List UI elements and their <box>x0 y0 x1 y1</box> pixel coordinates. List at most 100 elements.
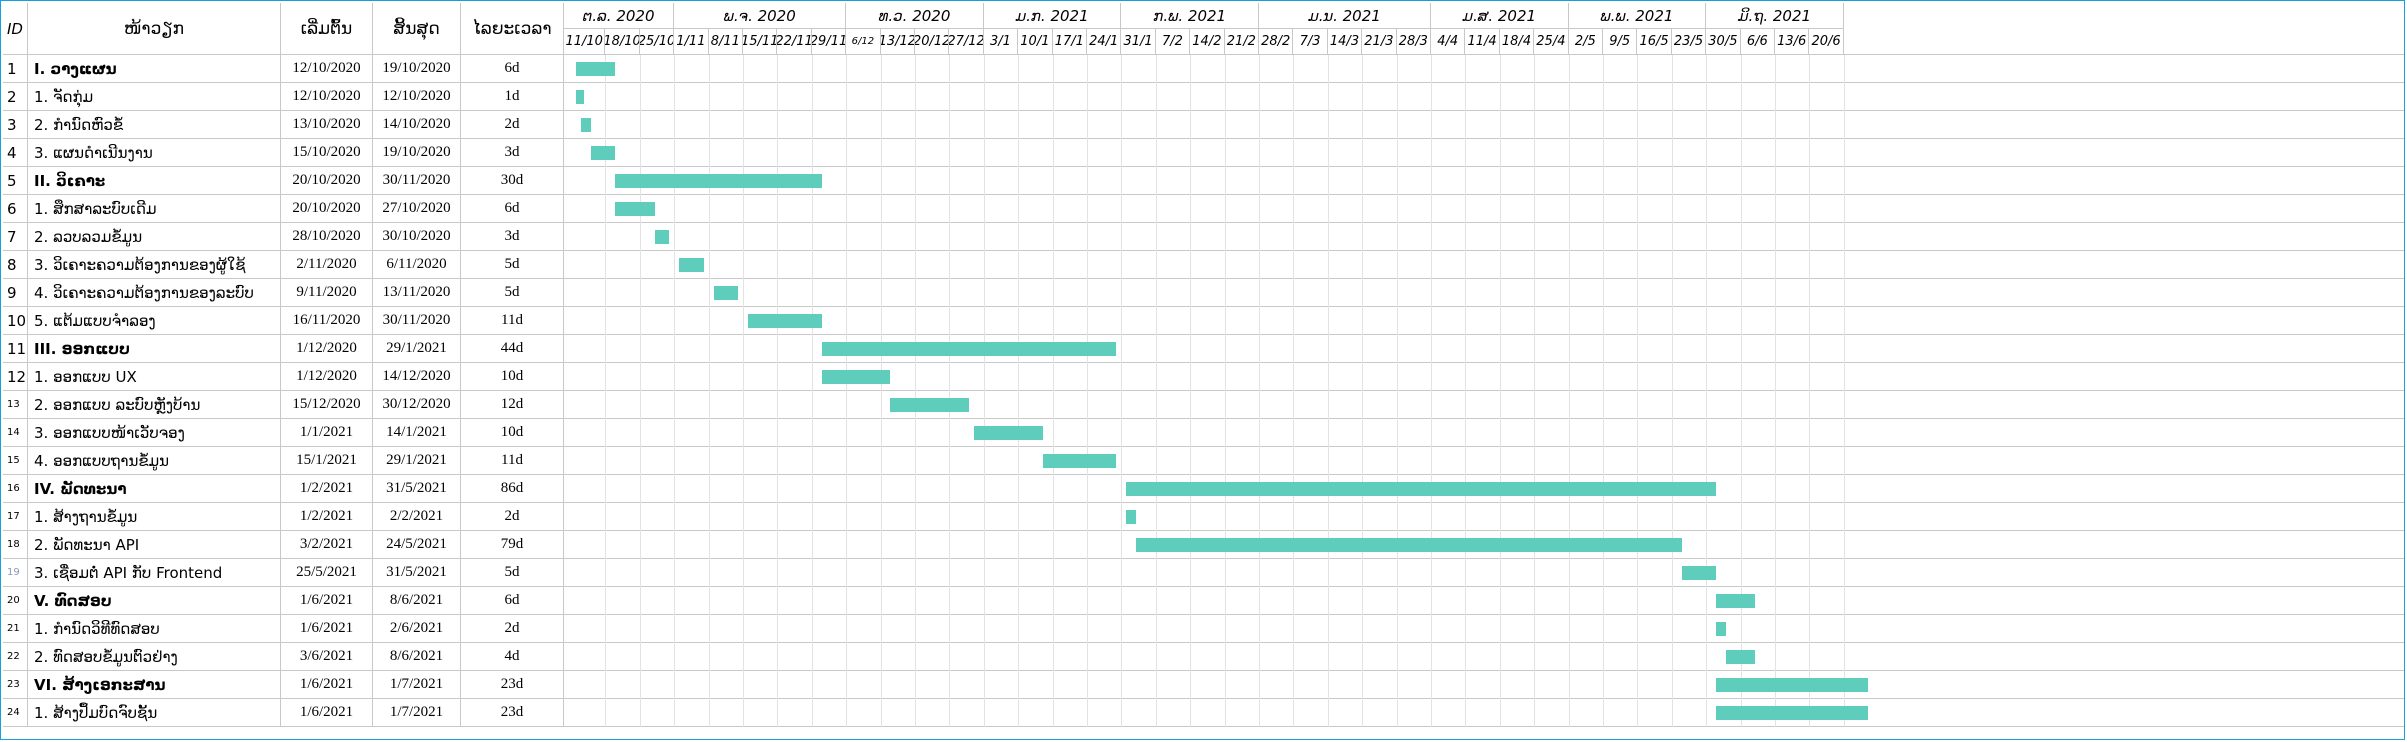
task-duration[interactable]: 23d <box>461 699 564 727</box>
task-duration[interactable]: 3d <box>461 139 564 167</box>
task-bar[interactable] <box>821 342 1117 356</box>
task-duration[interactable]: 30d <box>461 167 564 195</box>
task-duration[interactable]: 86d <box>461 475 564 503</box>
task-end-date[interactable]: 12/10/2020 <box>373 83 461 111</box>
task-end-date[interactable]: 1/7/2021 <box>373 671 461 699</box>
task-bar[interactable] <box>1716 678 1869 692</box>
task-end-date[interactable]: 6/11/2020 <box>373 251 461 279</box>
task-bar[interactable] <box>580 118 591 132</box>
task-end-date[interactable]: 19/10/2020 <box>373 55 461 83</box>
task-name[interactable]: 1. ສ້າງຖານຂໍ້ມູນ <box>28 503 281 531</box>
task-duration[interactable]: 5d <box>461 559 564 587</box>
task-bar[interactable] <box>1126 510 1137 524</box>
task-bar[interactable] <box>1716 594 1756 608</box>
column-header-task[interactable]: ໜ້າວຽກ <box>28 3 281 55</box>
task-name[interactable]: 2. ລວບລວມຂໍ້ມູນ <box>28 223 281 251</box>
task-name[interactable]: 3. ວິເຄາະຄວາມຕ້ອງການຂອງຜູ້ໃຊ້ <box>28 251 281 279</box>
task-start-date[interactable]: 25/5/2021 <box>281 559 373 587</box>
task-bar[interactable] <box>713 286 739 300</box>
task-start-date[interactable]: 12/10/2020 <box>281 83 373 111</box>
task-bar[interactable] <box>1042 454 1117 468</box>
task-start-date[interactable]: 2/11/2020 <box>281 251 373 279</box>
task-name[interactable]: 1. ສຶກສາລະບົບເດີມ <box>28 195 281 223</box>
task-end-date[interactable]: 13/11/2020 <box>373 279 461 307</box>
task-start-date[interactable]: 1/1/2021 <box>281 419 373 447</box>
task-end-date[interactable]: 27/10/2020 <box>373 195 461 223</box>
task-name[interactable]: 2. ພັດທະນາ API <box>28 531 281 559</box>
task-start-date[interactable]: 16/11/2020 <box>281 307 373 335</box>
task-name[interactable]: 1. ກຳນົດວິທີທົດສອບ <box>28 615 281 643</box>
task-bar[interactable] <box>654 230 670 244</box>
task-bar[interactable] <box>575 62 616 76</box>
task-start-date[interactable]: 1/12/2020 <box>281 363 373 391</box>
task-bar[interactable] <box>747 314 822 328</box>
task-start-date[interactable]: 1/2/2021 <box>281 475 373 503</box>
task-bar[interactable] <box>575 90 584 104</box>
task-bar[interactable] <box>973 426 1043 440</box>
task-duration[interactable]: 23d <box>461 671 564 699</box>
task-name[interactable]: 4. ອອກແບບຖານຂໍ້ມູນ <box>28 447 281 475</box>
task-duration[interactable]: 2d <box>461 503 564 531</box>
task-end-date[interactable]: 14/1/2021 <box>373 419 461 447</box>
task-end-date[interactable]: 31/5/2021 <box>373 475 461 503</box>
task-end-date[interactable]: 14/10/2020 <box>373 111 461 139</box>
task-name[interactable]: 5. ແຕ້ມແບບຈຳລອງ <box>28 307 281 335</box>
task-start-date[interactable]: 12/10/2020 <box>281 55 373 83</box>
task-bar[interactable] <box>1725 650 1756 664</box>
task-end-date[interactable]: 30/10/2020 <box>373 223 461 251</box>
task-end-date[interactable]: 14/12/2020 <box>373 363 461 391</box>
task-bar[interactable] <box>590 146 616 160</box>
task-start-date[interactable]: 15/10/2020 <box>281 139 373 167</box>
task-start-date[interactable]: 15/1/2021 <box>281 447 373 475</box>
task-bar[interactable] <box>1136 538 1682 552</box>
task-end-date[interactable]: 8/6/2021 <box>373 643 461 671</box>
task-duration[interactable]: 6d <box>461 587 564 615</box>
task-duration[interactable]: 11d <box>461 447 564 475</box>
task-name[interactable]: 3. ອອກແບບໜ້າເວັບຈອງ <box>28 419 281 447</box>
task-end-date[interactable]: 8/6/2021 <box>373 587 461 615</box>
task-name[interactable]: V. ທົດສອບ <box>28 587 281 615</box>
task-duration[interactable]: 6d <box>461 195 564 223</box>
task-name[interactable]: 2. ທົດສອບຂໍ້ມູນຕົວຢ່າງ <box>28 643 281 671</box>
task-start-date[interactable]: 28/10/2020 <box>281 223 373 251</box>
task-bar[interactable] <box>821 370 891 384</box>
task-end-date[interactable]: 1/7/2021 <box>373 699 461 727</box>
task-start-date[interactable]: 3/2/2021 <box>281 531 373 559</box>
task-duration[interactable]: 5d <box>461 251 564 279</box>
task-end-date[interactable]: 29/1/2021 <box>373 447 461 475</box>
task-end-date[interactable]: 30/11/2020 <box>373 167 461 195</box>
task-name[interactable]: 3. ເຊື່ອມຕໍ່ API ກັບ Frontend <box>28 559 281 587</box>
column-header-start[interactable]: ເລີ່ມຕົ້ນ <box>281 3 373 55</box>
task-end-date[interactable]: 19/10/2020 <box>373 139 461 167</box>
task-start-date[interactable]: 20/10/2020 <box>281 167 373 195</box>
task-duration[interactable]: 44d <box>461 335 564 363</box>
task-start-date[interactable]: 1/6/2021 <box>281 699 373 727</box>
task-bar[interactable] <box>890 398 970 412</box>
task-name[interactable]: 2. ກຳນົດຫົວຂໍ້ <box>28 111 281 139</box>
task-duration[interactable]: 5d <box>461 279 564 307</box>
task-name[interactable]: 4. ວິເຄາະຄວາມຕ້ອງການຂອງລະບົບ <box>28 279 281 307</box>
task-duration[interactable]: 1d <box>461 83 564 111</box>
task-bar[interactable] <box>1126 482 1717 496</box>
column-header-end[interactable]: ສິ້ນສຸດ <box>373 3 461 55</box>
task-name[interactable]: VI. ສ້າງເອກະສານ <box>28 671 281 699</box>
task-duration[interactable]: 2d <box>461 615 564 643</box>
task-start-date[interactable]: 13/10/2020 <box>281 111 373 139</box>
task-bar[interactable] <box>615 174 822 188</box>
task-duration[interactable]: 2d <box>461 111 564 139</box>
task-name[interactable]: 1. ຈັດກຸ່ມ <box>28 83 281 111</box>
task-start-date[interactable]: 1/2/2021 <box>281 503 373 531</box>
task-name[interactable]: 1. ອອກແບບ UX <box>28 363 281 391</box>
task-end-date[interactable]: 2/6/2021 <box>373 615 461 643</box>
task-start-date[interactable]: 20/10/2020 <box>281 195 373 223</box>
task-start-date[interactable]: 1/6/2021 <box>281 615 373 643</box>
task-duration[interactable]: 4d <box>461 643 564 671</box>
column-header-duration[interactable]: ໄລຍະເວລາ <box>461 3 564 55</box>
task-bar[interactable] <box>1716 622 1726 636</box>
task-duration[interactable]: 10d <box>461 419 564 447</box>
task-end-date[interactable]: 29/1/2021 <box>373 335 461 363</box>
task-name[interactable]: I. ວາງແຜນ <box>28 55 281 83</box>
column-header-id[interactable]: ID <box>3 3 28 55</box>
task-bar[interactable] <box>679 258 704 272</box>
task-bar[interactable] <box>615 202 655 216</box>
